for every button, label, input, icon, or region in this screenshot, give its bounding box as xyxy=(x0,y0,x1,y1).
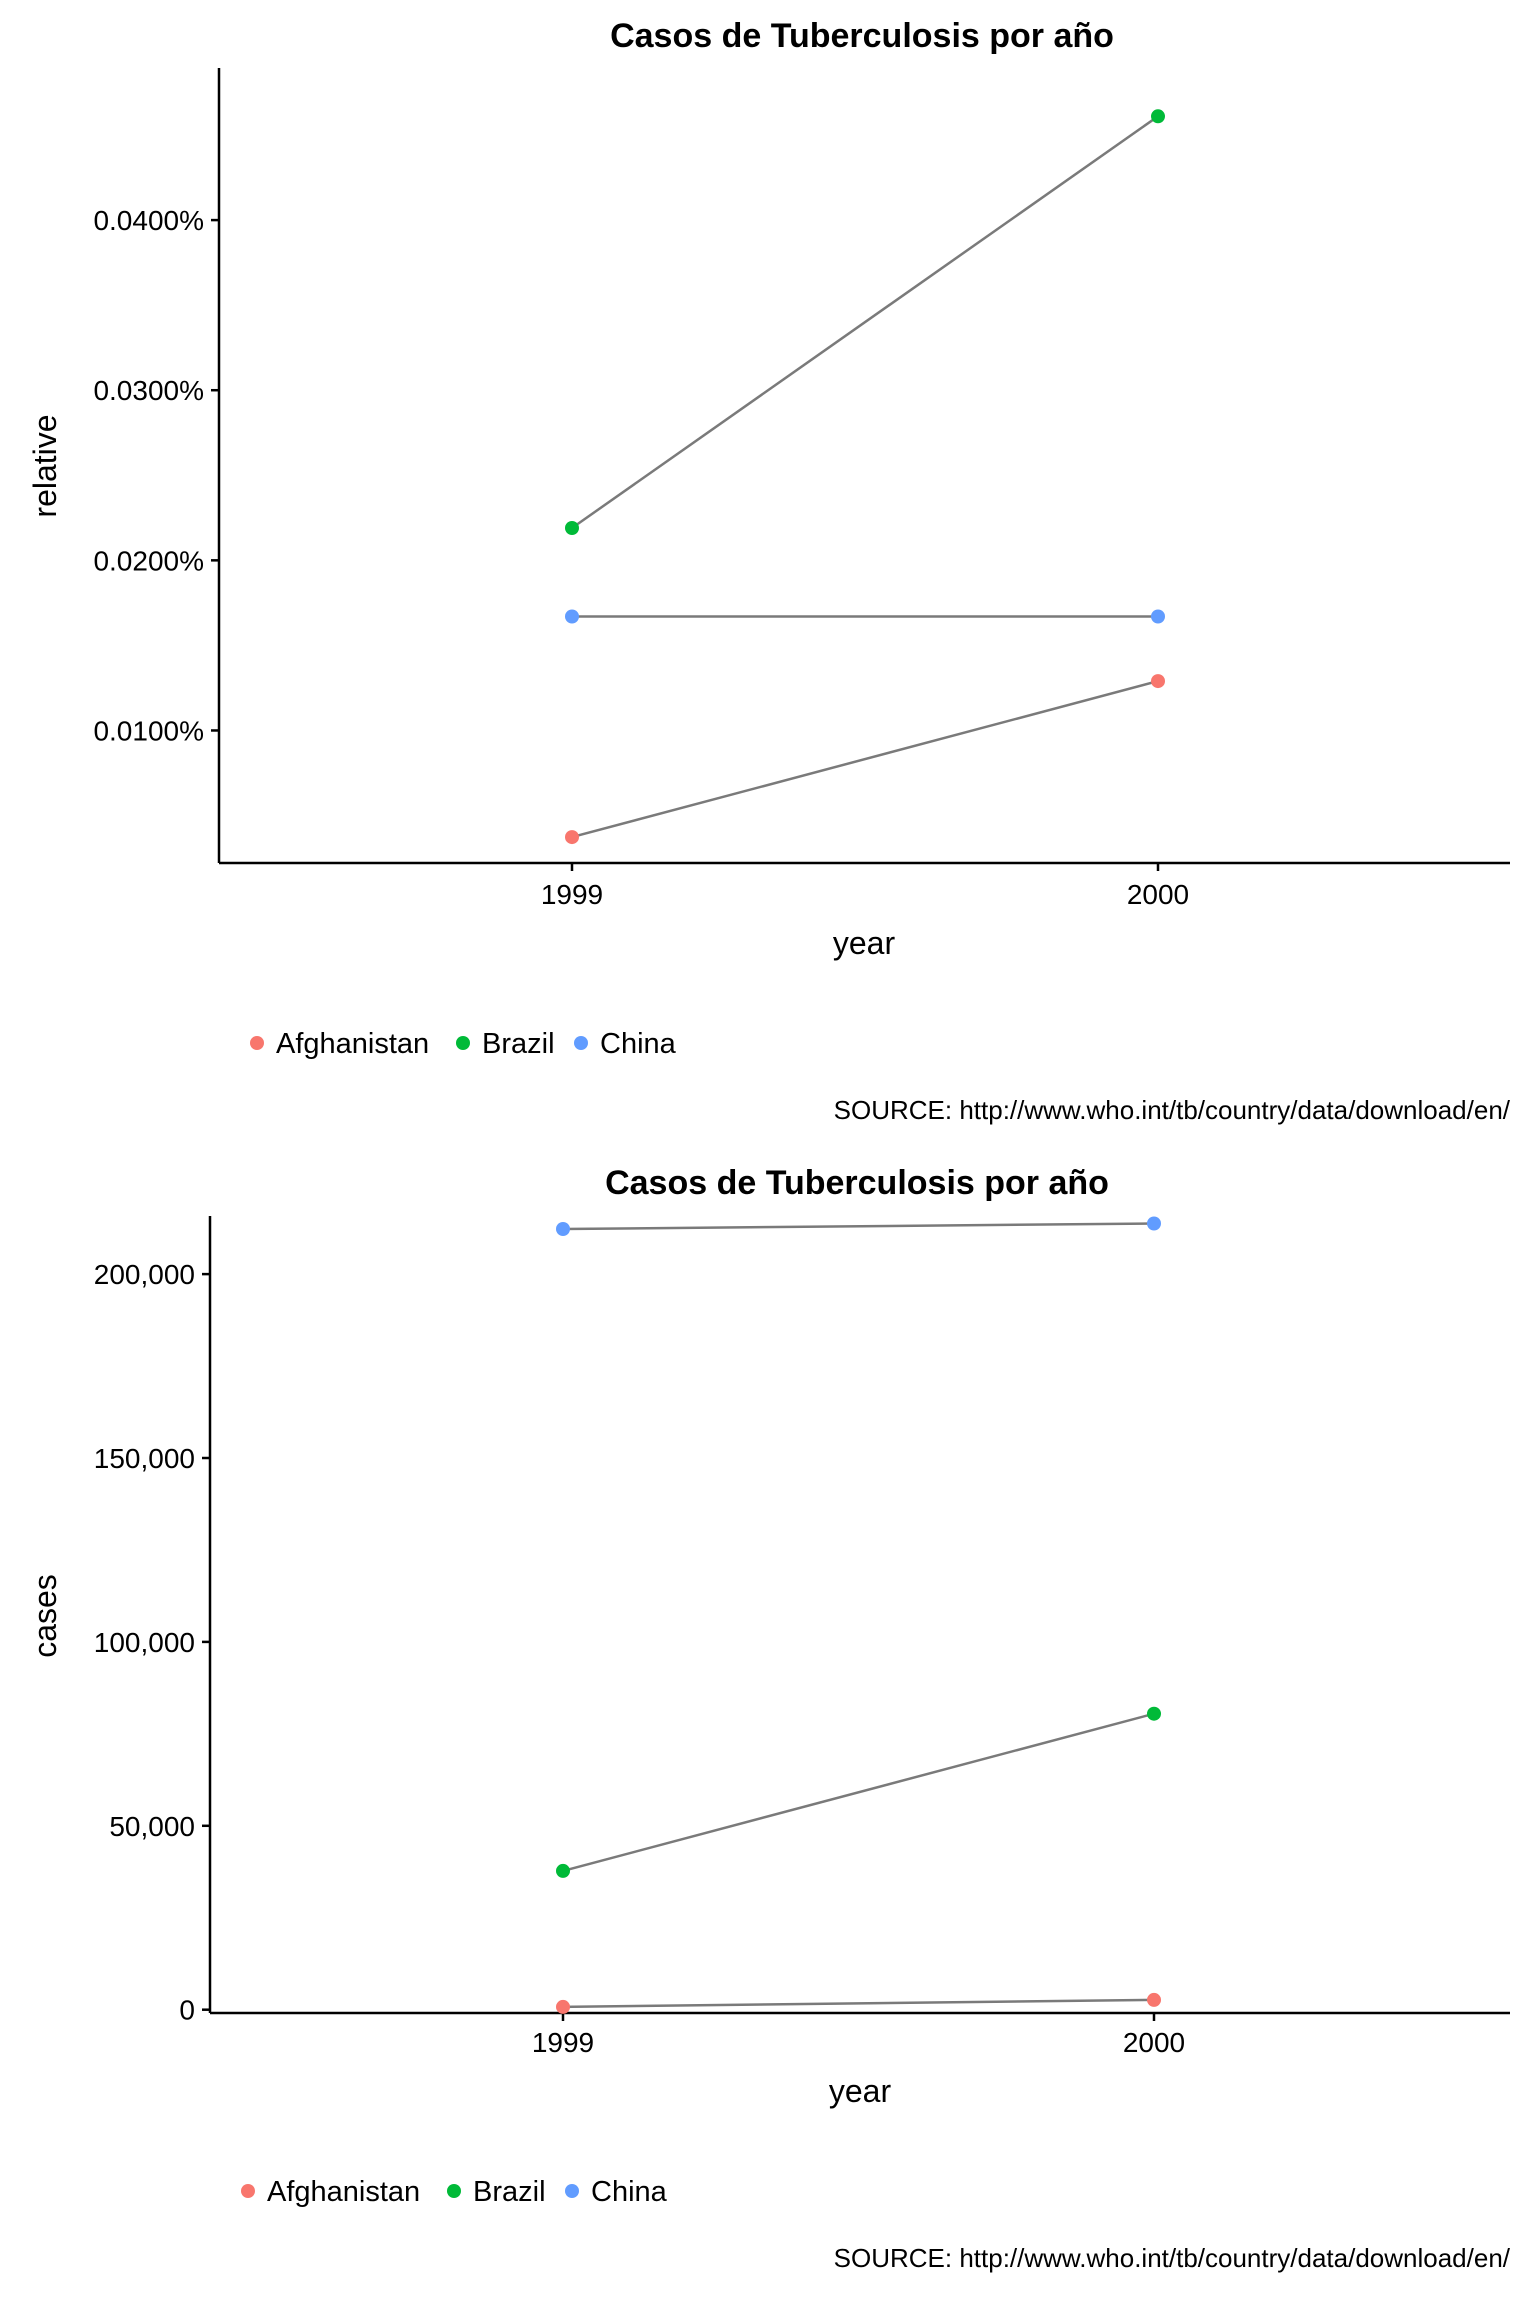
data-point-brazil xyxy=(1151,109,1165,124)
legend-label-brazil: Brazil xyxy=(473,2176,546,2208)
legend-label-china: China xyxy=(600,1028,677,1060)
legend: Afghanistan Brazil China xyxy=(250,1028,677,1060)
y-tick-label: 100,000 xyxy=(94,1627,195,1658)
data-point-afghanistan xyxy=(556,1999,570,2014)
data-point-china xyxy=(556,1222,570,1236)
legend-marker-brazil xyxy=(456,1036,470,1050)
x-tick-label: 2000 xyxy=(1123,2027,1185,2058)
y-tick-label: 50,000 xyxy=(109,1811,195,1842)
legend: Afghanistan Brazil China xyxy=(241,2176,668,2208)
chart-title: Casos de Tuberculosis por año xyxy=(610,17,1114,55)
data-point-afghanistan xyxy=(1147,1992,1161,2007)
y-ticks: 0.0100% 0.0200% 0.0300% 0.0400% xyxy=(93,205,219,746)
x-tick-label: 2000 xyxy=(1127,879,1189,910)
series-lines xyxy=(571,115,1159,839)
y-axis-label: cases xyxy=(27,1574,63,1658)
legend-label-china: China xyxy=(591,2176,668,2208)
data-point-brazil xyxy=(1147,1706,1161,1721)
x-tick-label: 1999 xyxy=(532,2027,594,2058)
y-tick-label: 0.0200% xyxy=(93,545,204,576)
legend-marker-china xyxy=(565,2184,579,2198)
data-point-afghanistan xyxy=(1151,674,1165,689)
series-points xyxy=(556,1216,1161,2014)
series-lines xyxy=(562,1222,1155,2009)
y-tick-label: 0.0100% xyxy=(93,715,204,746)
series-line-china xyxy=(562,1222,1155,1231)
legend-marker-afghanistan xyxy=(250,1036,264,1050)
data-point-afghanistan xyxy=(565,830,579,845)
series-line-brazil xyxy=(562,1712,1155,1873)
chart-panel-2: Casos de Tuberculosis por año 0 50,000 100… xyxy=(27,1164,1511,2273)
y-tick-label: 0.0400% xyxy=(93,205,204,236)
y-tick-label: 200,000 xyxy=(94,1259,195,1290)
chart-title: Casos de Tuberculosis por año xyxy=(605,1164,1109,1202)
legend-label-afghanistan: Afghanistan xyxy=(267,2176,420,2208)
x-tick-label: 1999 xyxy=(541,879,603,910)
source-caption: SOURCE: http://www.who.int/tb/country/da… xyxy=(834,2243,1511,2273)
x-axis-label: year xyxy=(833,925,896,961)
series-line-afghanistan xyxy=(571,679,1159,839)
data-point-china xyxy=(565,609,579,624)
y-tick-label: 150,000 xyxy=(94,1443,195,1474)
legend-marker-china xyxy=(574,1036,588,1050)
series-line-brazil xyxy=(571,115,1159,530)
x-ticks: 1999 2000 xyxy=(532,2013,1185,2058)
legend-marker-brazil xyxy=(447,2184,461,2198)
x-ticks: 1999 2000 xyxy=(541,863,1189,910)
data-point-china xyxy=(1151,609,1165,624)
x-axis-label: year xyxy=(829,2073,892,2109)
legend-marker-afghanistan xyxy=(241,2184,255,2198)
chart-panel-1: Casos de Tuberculosis por año 0.0100%0.0… xyxy=(27,17,1511,1125)
plot-area: 0 50,000 100,000 150,000 200,000 1999 2000 xyxy=(94,1216,1510,2058)
data-point-china xyxy=(1147,1216,1161,1231)
source-caption: SOURCE: http://www.who.int/tb/country/da… xyxy=(834,1095,1511,1125)
data-point-brazil xyxy=(556,1863,570,1878)
plot-area: 0.0100% 0.0200% 0.0300% 0.0400% 1999 2000 xyxy=(93,68,1510,910)
legend-label-afghanistan: Afghanistan xyxy=(276,1028,429,1060)
data-point-brazil xyxy=(565,521,579,535)
legend-label-brazil: Brazil xyxy=(482,1028,555,1060)
y-ticks: 0 50,000 100,000 150,000 200,000 xyxy=(94,1259,210,2026)
y-axis-label: relative xyxy=(27,414,63,517)
series-line-afghanistan xyxy=(562,1998,1155,2009)
series-points xyxy=(565,109,1165,845)
y-tick-label: 0.0300% xyxy=(93,375,204,406)
y-tick-label: 0 xyxy=(179,1995,195,2026)
